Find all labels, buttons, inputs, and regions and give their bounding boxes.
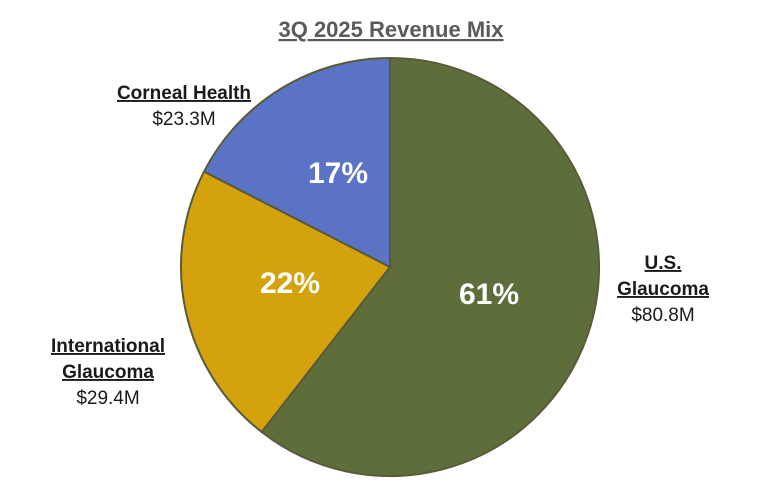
slice-category-label: U.S. bbox=[645, 253, 682, 274]
slice-percent-label: 61% bbox=[459, 278, 519, 311]
pie-slice bbox=[260, 57, 600, 477]
slice-percent-label: 22% bbox=[260, 267, 320, 300]
chart-title: 3Q 2025 Revenue Mix bbox=[278, 17, 504, 42]
slice-amount-label: $80.8M bbox=[631, 305, 694, 326]
slice-category-label: Glaucoma bbox=[62, 362, 154, 383]
pie-slice bbox=[203, 57, 391, 268]
slice-percent-label: 17% bbox=[308, 157, 368, 190]
slice-category-label: Glaucoma bbox=[617, 279, 709, 300]
slice-amount-label: $29.4M bbox=[76, 388, 139, 409]
slice-category-label: Corneal Health bbox=[117, 83, 251, 104]
slice-amount-label: $23.3M bbox=[152, 109, 215, 130]
slice-category-label: International bbox=[51, 336, 165, 357]
pie-labels: 61% U.S. Glaucoma $80.8M 22% International Gla… bbox=[51, 83, 709, 409]
pie-slice bbox=[180, 170, 391, 433]
pie-slices bbox=[180, 57, 600, 477]
